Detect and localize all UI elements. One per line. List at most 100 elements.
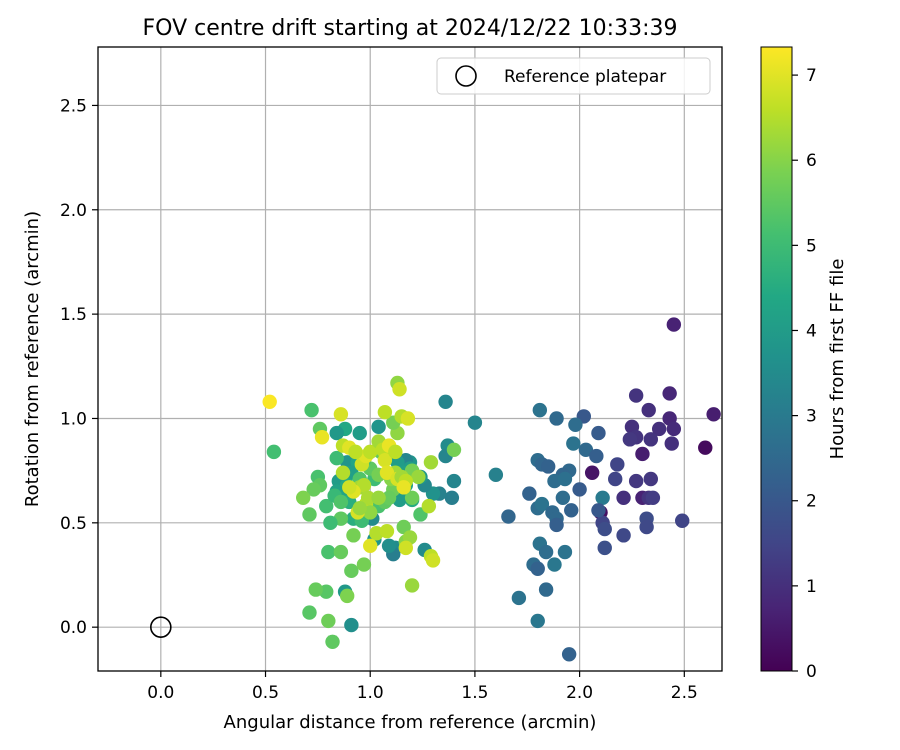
data-point <box>538 582 554 597</box>
reference-marker <box>150 616 172 638</box>
data-point <box>333 544 349 560</box>
data-point <box>666 421 682 437</box>
data-point <box>635 446 650 462</box>
data-point <box>446 442 462 457</box>
data-point <box>302 605 317 620</box>
data-point <box>608 471 623 487</box>
data-point <box>666 317 682 332</box>
data-point <box>398 540 414 556</box>
data-point <box>381 490 397 505</box>
data-point <box>488 467 504 483</box>
data-point <box>352 501 367 516</box>
data-point <box>591 503 606 518</box>
colorbar-tick-label: 5 <box>806 236 817 256</box>
data-point <box>411 469 426 485</box>
data-point <box>421 498 437 514</box>
data-point <box>584 465 600 480</box>
data-point <box>438 394 453 409</box>
data-point <box>501 509 516 524</box>
data-point <box>639 519 654 535</box>
data-point <box>425 553 441 568</box>
data-point <box>314 430 330 445</box>
legend-label: Reference platepar <box>504 67 666 87</box>
colorbar-tick-label: 1 <box>806 577 817 597</box>
grid-lines <box>98 47 722 671</box>
x-tick-label: 1.5 <box>461 683 488 703</box>
data-point <box>591 425 606 441</box>
data-point <box>664 436 679 451</box>
colorbar-tick-label: 2 <box>806 492 817 512</box>
x-tick-label: 1.0 <box>357 683 384 703</box>
data-point <box>396 480 411 495</box>
data-point <box>532 402 548 418</box>
data-point <box>568 417 583 432</box>
data-point <box>404 490 420 505</box>
data-point <box>308 582 323 597</box>
plot-frame <box>97 46 723 672</box>
data-point <box>381 538 397 553</box>
data-point <box>404 578 420 593</box>
data-point <box>344 563 359 579</box>
y-tick-label: 2.0 <box>60 201 87 221</box>
data-point <box>541 459 556 474</box>
data-point <box>348 444 363 460</box>
data-point <box>329 450 344 466</box>
colorbar-tick-label: 4 <box>806 321 817 341</box>
data-point <box>363 444 378 460</box>
data-point <box>319 498 334 514</box>
data-point <box>597 521 612 537</box>
colorbar-tick-label: 0 <box>806 662 817 682</box>
data-point <box>616 490 631 505</box>
data-point <box>622 432 638 447</box>
x-tick-label: 0.5 <box>252 683 279 703</box>
data-point <box>400 411 416 426</box>
y-axis-label: Rotation from reference (arcmin) <box>22 211 43 507</box>
data-point <box>557 471 573 487</box>
data-point <box>610 457 625 472</box>
y-tick-label: 0.5 <box>60 514 87 534</box>
data-point <box>296 490 311 505</box>
data-point <box>302 507 317 522</box>
colorbar-ticks: 0 1 2 3 4 5 6 7 <box>792 66 817 682</box>
y-tick-label: 2.5 <box>60 96 87 116</box>
data-point <box>377 453 393 468</box>
data-point <box>675 513 690 528</box>
data-point <box>555 490 571 505</box>
data-point <box>530 561 545 576</box>
x-tick-label: 2.0 <box>566 683 593 703</box>
y-tick-label: 1.5 <box>60 305 87 325</box>
data-point <box>628 388 644 403</box>
data-point <box>645 490 661 505</box>
data-point <box>530 613 545 629</box>
colorbar-tick-label: 6 <box>806 151 817 171</box>
data-point <box>346 528 361 543</box>
reference-marker-group <box>150 616 172 638</box>
data-point <box>339 588 355 604</box>
x-axis-label: Angular distance from reference (arcmin) <box>224 712 597 733</box>
data-point <box>549 517 564 533</box>
data-point <box>616 528 631 543</box>
data-point <box>698 440 713 455</box>
data-point <box>641 402 656 418</box>
colorbar-tick-label: 7 <box>806 66 817 86</box>
data-point <box>377 405 393 420</box>
data-point <box>363 538 378 553</box>
data-point <box>446 473 462 489</box>
data-point <box>323 515 338 531</box>
chart-title: FOV centre drift starting at 2024/12/22 … <box>143 16 678 41</box>
x-tick-label: 0.0 <box>147 683 174 703</box>
data-point <box>356 557 372 572</box>
y-axis-ticks: 0.0 0.5 1.0 1.5 2.0 2.5 <box>60 96 98 638</box>
data-point <box>643 471 659 487</box>
y-tick-label: 0.0 <box>60 618 87 638</box>
data-point <box>662 386 677 401</box>
legend-reference-marker <box>455 65 477 87</box>
data-point <box>379 465 395 480</box>
data-point <box>566 436 581 451</box>
colorbar-tick-label: 3 <box>806 407 817 427</box>
data-point <box>522 486 537 501</box>
data-point <box>333 494 349 510</box>
data-point <box>651 421 667 437</box>
data-point <box>549 411 564 426</box>
data-point <box>396 519 411 535</box>
